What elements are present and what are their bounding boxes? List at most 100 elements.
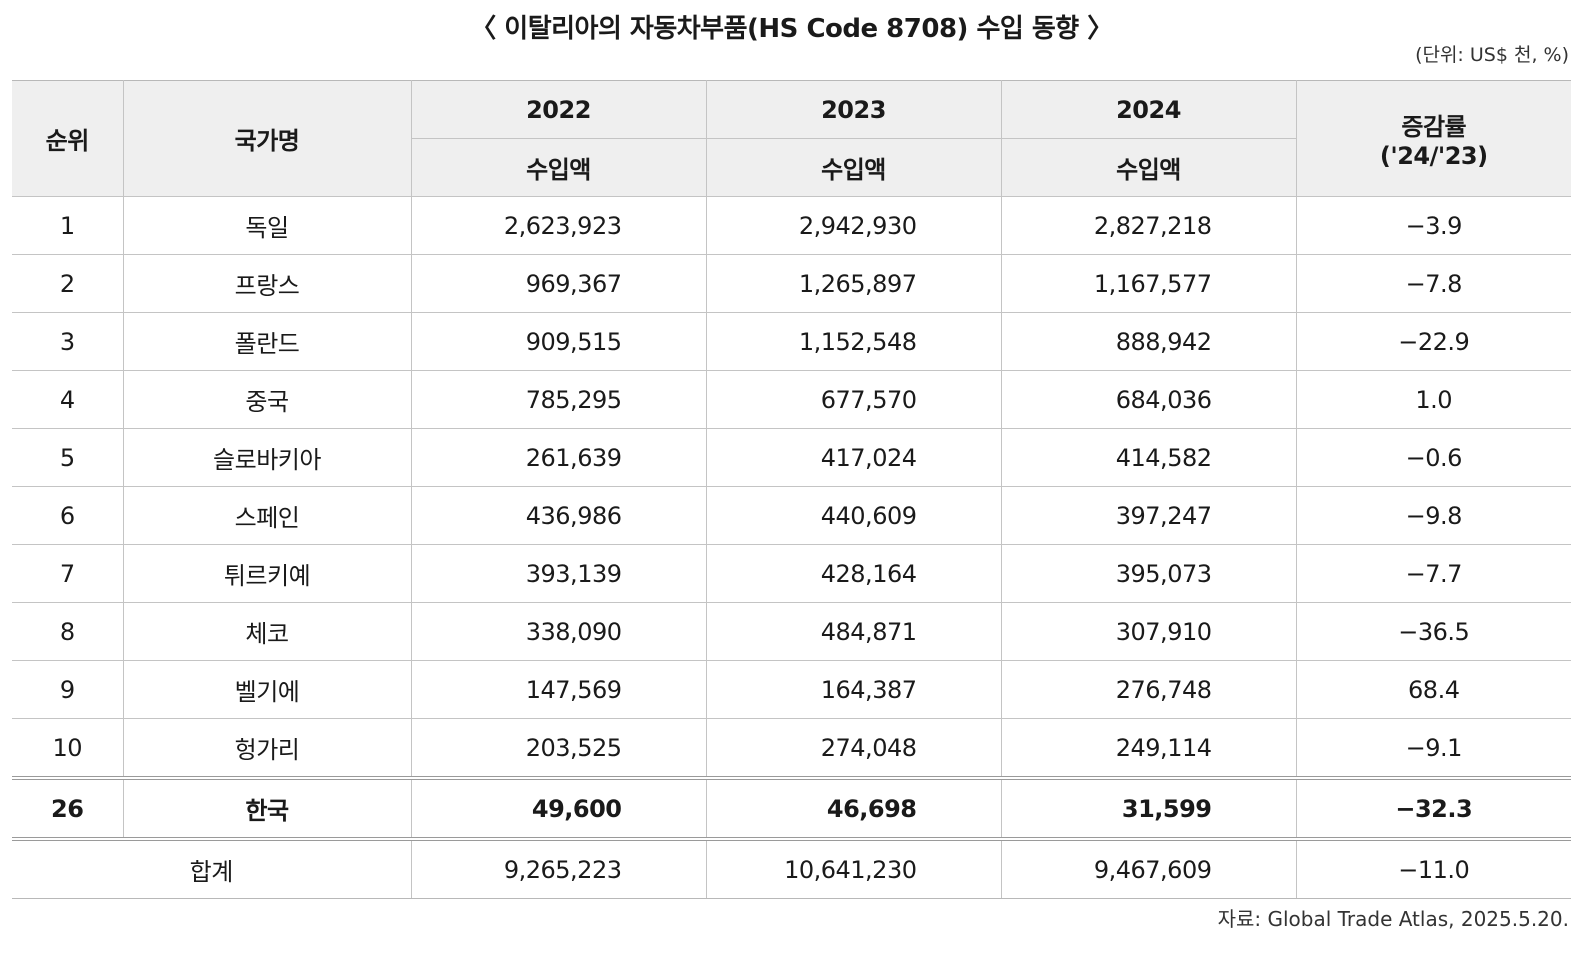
value-2022-cell: 203,525 (410, 718, 707, 779)
value-2022-cell: 393,139 (410, 544, 707, 603)
header-year-2022: 2022 (410, 80, 707, 139)
value-2024-cell: 1,167,577 (1000, 254, 1297, 313)
header-rate: 증감률 ('24/'23) (1295, 80, 1571, 197)
value-2022-cell: 785,295 (410, 370, 707, 429)
table-row: 4 중국 785,295 677,570 684,036 1.0 (12, 370, 1571, 429)
value-2024-cell: 684,036 (1000, 370, 1297, 429)
table-row: 8 체코 338,090 484,871 307,910 −36.5 (12, 602, 1571, 661)
value-2023-cell: 417,024 (705, 428, 1002, 487)
header-rate-label: 증감률 (1401, 113, 1467, 141)
rate-cell: −36.5 (1295, 602, 1571, 661)
value-2023-cell: 1,265,897 (705, 254, 1002, 313)
total-label-cell: 합계 (12, 837, 412, 899)
value-2023-cell: 46,698 (705, 776, 1002, 840)
country-cell: 한국 (122, 776, 412, 840)
country-cell: 폴란드 (122, 312, 412, 371)
rank-cell: 3 (12, 312, 124, 371)
value-2022-cell: 436,986 (410, 486, 707, 545)
value-2022-cell: 2,623,923 (410, 196, 707, 255)
page-title: 〈 이탈리아의 자동차부품(HS Code 8708) 수입 동향 〉 (470, 14, 1113, 44)
value-2024-cell: 9,467,609 (1000, 837, 1297, 899)
header-year-2024: 2024 (1000, 80, 1297, 139)
value-2023-cell: 1,152,548 (705, 312, 1002, 371)
country-cell: 중국 (122, 370, 412, 429)
value-2024-cell: 888,942 (1000, 312, 1297, 371)
table-row: 3 폴란드 909,515 1,152,548 888,942 −22.9 (12, 312, 1571, 371)
value-2023-cell: 2,942,930 (705, 196, 1002, 255)
value-2023-cell: 10,641,230 (705, 837, 1002, 899)
rank-cell: 2 (12, 254, 124, 313)
source-note: 자료: Global Trade Atlas, 2025.5.20. (1217, 907, 1569, 931)
value-2023-cell: 440,609 (705, 486, 1002, 545)
header-sub-2022: 수입액 (411, 138, 707, 197)
country-cell: 독일 (122, 196, 412, 255)
value-2022-cell: 261,639 (410, 428, 707, 487)
value-2023-cell: 428,164 (705, 544, 1002, 603)
rate-cell: −7.8 (1295, 254, 1571, 313)
table-body: 1 독일 2,623,923 2,942,930 2,827,218 −3.9 2 프랑스 96… (12, 196, 1571, 899)
value-2022-cell: 9,265,223 (410, 837, 707, 899)
country-cell: 스페인 (122, 486, 412, 545)
rate-cell: −32.3 (1295, 776, 1571, 840)
header-rank: 순위 (12, 80, 124, 197)
header-sub-2023: 수입액 (705, 138, 1002, 197)
value-2024-cell: 414,582 (1000, 428, 1297, 487)
country-cell: 튀르키예 (122, 544, 412, 603)
rank-cell: 5 (12, 428, 124, 487)
table-row: 10 헝가리 203,525 274,048 249,114 −9.1 (12, 718, 1571, 779)
table-header: 순위 국가명 2022 2023 2024 증감률 ('24/'23) 수입액 … (12, 80, 1571, 197)
rank-cell: 26 (12, 776, 124, 840)
value-2024-cell: 249,114 (1000, 718, 1297, 779)
rank-cell: 4 (12, 370, 124, 429)
table-row: 9 벨기에 147,569 164,387 276,748 68.4 (12, 660, 1571, 719)
rate-cell: 68.4 (1295, 660, 1571, 719)
value-2022-cell: 147,569 (410, 660, 707, 719)
rate-cell: −22.9 (1295, 312, 1571, 371)
unit-note: (단위: US$ 천, %) (1415, 44, 1569, 66)
table-row: 5 슬로바키아 261,639 417,024 414,582 −0.6 (12, 428, 1571, 487)
value-2024-cell: 31,599 (1000, 776, 1297, 840)
value-2024-cell: 307,910 (1000, 602, 1297, 661)
total-row: 합계 9,265,223 10,641,230 9,467,609 −11.0 (12, 837, 1571, 899)
rate-cell: −9.8 (1295, 486, 1571, 545)
header-sub-2024: 수입액 (1000, 138, 1296, 197)
rank-cell: 9 (12, 660, 124, 719)
rank-cell: 6 (12, 486, 124, 545)
header-country: 국가명 (122, 80, 412, 197)
value-2022-cell: 49,600 (410, 776, 707, 840)
value-2022-cell: 969,367 (410, 254, 707, 313)
country-cell: 프랑스 (122, 254, 412, 313)
table-row: 6 스페인 436,986 440,609 397,247 −9.8 (12, 486, 1571, 545)
value-2024-cell: 2,827,218 (1000, 196, 1297, 255)
rate-cell: −7.7 (1295, 544, 1571, 603)
value-2023-cell: 677,570 (705, 370, 1002, 429)
table-row: 7 튀르키예 393,139 428,164 395,073 −7.7 (12, 544, 1571, 603)
country-cell: 헝가리 (122, 718, 412, 779)
rank-cell: 7 (12, 544, 124, 603)
value-2023-cell: 274,048 (705, 718, 1002, 779)
value-2024-cell: 276,748 (1000, 660, 1297, 719)
rank-cell: 8 (12, 602, 124, 661)
rate-cell: 1.0 (1295, 370, 1571, 429)
rate-cell: −11.0 (1295, 837, 1571, 899)
table-row: 1 독일 2,623,923 2,942,930 2,827,218 −3.9 (12, 196, 1571, 255)
rate-cell: −0.6 (1295, 428, 1571, 487)
country-cell: 벨기에 (122, 660, 412, 719)
korea-row: 26 한국 49,600 46,698 31,599 −32.3 (12, 776, 1571, 840)
rate-cell: −9.1 (1295, 718, 1571, 779)
value-2024-cell: 395,073 (1000, 544, 1297, 603)
rank-cell: 1 (12, 196, 124, 255)
value-2023-cell: 484,871 (705, 602, 1002, 661)
country-cell: 슬로바키아 (122, 428, 412, 487)
value-2023-cell: 164,387 (705, 660, 1002, 719)
value-2022-cell: 909,515 (410, 312, 707, 371)
table-row: 2 프랑스 969,367 1,265,897 1,167,577 −7.8 (12, 254, 1571, 313)
header-year-2023: 2023 (705, 80, 1002, 139)
country-cell: 체코 (122, 602, 412, 661)
rate-cell: −3.9 (1295, 196, 1571, 255)
rank-cell: 10 (12, 718, 124, 779)
header-rate-period: ('24/'23) (1379, 142, 1488, 170)
import-table: 순위 국가명 2022 2023 2024 증감률 ('24/'23) 수입액 … (12, 80, 1571, 899)
value-2024-cell: 397,247 (1000, 486, 1297, 545)
value-2022-cell: 338,090 (410, 602, 707, 661)
